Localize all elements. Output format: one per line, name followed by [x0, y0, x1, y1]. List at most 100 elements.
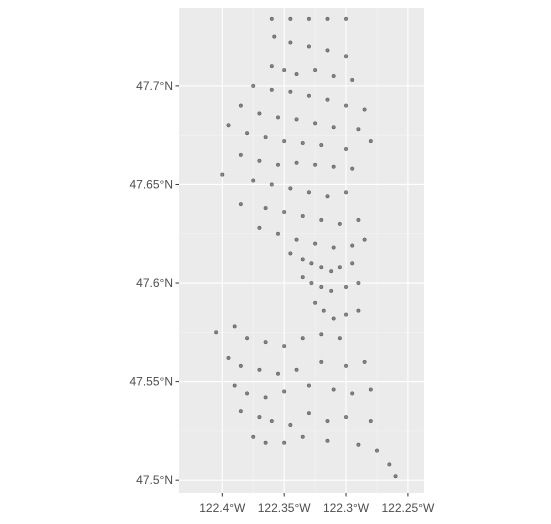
data-point — [245, 336, 250, 341]
data-point — [337, 336, 342, 341]
data-point — [329, 288, 334, 293]
data-point — [350, 391, 355, 396]
data-point — [232, 324, 237, 329]
data-point — [321, 308, 326, 313]
data-point — [245, 131, 250, 136]
axis-x: 122.4°W 122.35°W 122.3°W 122.25°W — [199, 493, 435, 515]
data-point — [374, 448, 380, 453]
data-point — [356, 127, 361, 132]
data-point — [309, 280, 314, 286]
data-point — [238, 152, 243, 157]
data-point — [300, 275, 305, 280]
data-point — [251, 434, 256, 439]
x-tick-label: 122.3°W — [323, 501, 370, 515]
data-point — [362, 237, 367, 242]
y-tick-label: 47.5°N — [136, 473, 173, 487]
grid-major — [179, 8, 424, 493]
data-point — [275, 162, 281, 167]
data-point — [294, 117, 299, 122]
x-tick-label: 122.35°W — [258, 501, 312, 515]
data-point — [300, 257, 305, 262]
data-point — [232, 383, 237, 388]
data-point — [350, 77, 355, 83]
panel-background — [179, 8, 424, 493]
data-point — [300, 213, 305, 219]
data-point — [269, 418, 274, 424]
data-point — [343, 363, 349, 368]
data-point — [269, 87, 274, 92]
data-point — [306, 383, 311, 388]
data-point — [282, 210, 287, 215]
data-point — [306, 411, 311, 416]
data-point — [306, 44, 311, 49]
data-point — [282, 440, 287, 445]
data-point — [325, 418, 330, 424]
data-point — [356, 308, 361, 313]
data-point — [325, 48, 330, 53]
data-point — [343, 415, 349, 420]
data-point — [282, 139, 287, 144]
data-point — [343, 284, 349, 290]
data-point — [319, 359, 324, 364]
data-point — [356, 280, 361, 286]
data-point — [282, 344, 287, 349]
data-point — [300, 434, 305, 439]
data-point — [368, 139, 373, 144]
data-point — [319, 265, 324, 270]
data-point — [300, 336, 305, 341]
y-tick-label: 47.55°N — [130, 375, 174, 389]
data-point — [306, 16, 311, 21]
points — [214, 16, 398, 479]
data-point — [313, 300, 318, 305]
data-point — [294, 237, 299, 242]
data-point — [306, 93, 311, 98]
data-point — [362, 359, 367, 364]
data-point — [288, 40, 293, 45]
axis-y: 47.5°N 47.55°N 47.6°N 47.65°N 47.7°N — [130, 79, 179, 487]
data-point — [313, 162, 318, 167]
data-point — [331, 125, 336, 130]
data-point — [325, 97, 330, 102]
data-point — [331, 245, 336, 250]
data-point — [337, 221, 342, 226]
data-point — [331, 164, 336, 169]
data-point — [331, 316, 336, 321]
data-point — [238, 363, 243, 368]
data-point — [331, 73, 336, 79]
data-point — [288, 251, 293, 256]
data-point — [245, 391, 250, 396]
data-point — [350, 243, 355, 248]
data-point — [393, 474, 398, 479]
data-point — [343, 312, 349, 317]
data-point — [288, 89, 293, 94]
data-point — [282, 389, 287, 394]
data-point — [325, 16, 330, 21]
data-point — [368, 418, 373, 424]
data-point — [269, 182, 274, 187]
data-point — [300, 141, 305, 146]
grid-minor — [179, 8, 424, 493]
data-point — [319, 332, 324, 337]
data-point — [319, 284, 324, 290]
data-point — [313, 121, 318, 126]
data-point — [325, 194, 330, 199]
data-point — [319, 142, 324, 148]
data-point — [257, 367, 262, 372]
data-point — [263, 440, 268, 445]
data-point — [263, 206, 268, 211]
data-point — [220, 172, 225, 177]
data-point — [275, 115, 281, 120]
data-point — [337, 265, 342, 270]
data-point — [343, 16, 349, 21]
data-point — [294, 71, 299, 77]
data-point — [288, 16, 293, 21]
data-point — [329, 269, 334, 274]
data-point — [362, 107, 367, 112]
data-point — [214, 330, 219, 335]
data-point — [263, 135, 268, 140]
x-tick-label: 122.4°W — [199, 501, 246, 515]
data-point — [251, 83, 256, 88]
data-point — [263, 395, 268, 400]
data-point — [288, 422, 293, 428]
